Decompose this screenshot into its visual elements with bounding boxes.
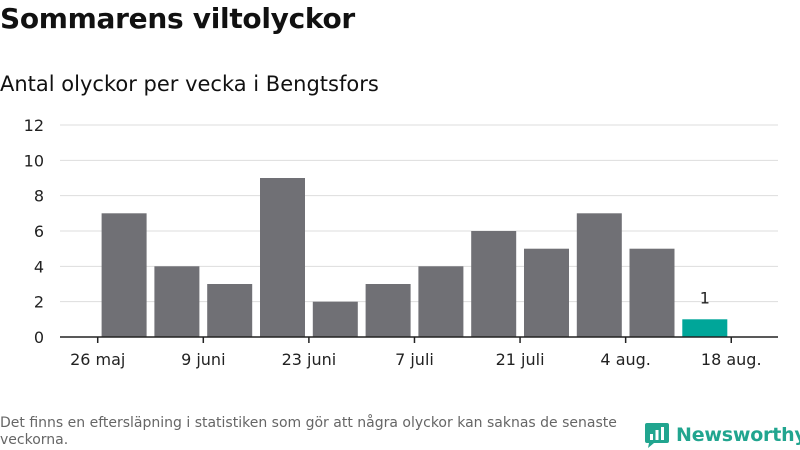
bar	[154, 266, 200, 337]
bar	[524, 248, 569, 337]
bars	[101, 178, 728, 337]
y-tick-label: 2	[34, 293, 44, 312]
y-tick-label: 6	[34, 222, 44, 241]
bar	[312, 301, 358, 337]
x-tick-label: 18 aug.	[701, 350, 762, 369]
y-tick-label: 10	[24, 151, 44, 170]
data-labels: 1	[700, 288, 710, 307]
x-tick-label: 9 juni	[181, 350, 225, 369]
bar-chart: 0 2 4 6 8 10 12 1 26 maj 9 juni 23 juni 7 juli 21 …	[24, 116, 778, 369]
x-tick-label: 26 maj	[70, 350, 125, 369]
chart-title: Sommarens viltolyckor	[0, 2, 355, 35]
footnote: Det finns en eftersläpning i statistiken…	[0, 415, 617, 448]
bar	[629, 248, 675, 337]
bar	[260, 178, 305, 337]
bar	[207, 284, 253, 337]
x-tick-label: 4 aug.	[600, 350, 650, 369]
brand-logo[interactable]: Newsworthy	[644, 420, 800, 450]
brand-name: Newsworthy	[676, 424, 800, 446]
data-label: 1	[700, 288, 710, 307]
y-tick-label: 12	[24, 116, 44, 135]
chart-subtitle: Antal olyckor per vecka i Bengtsfors	[0, 72, 379, 96]
x-tick-label: 23 juni	[282, 350, 337, 369]
newsworthy-logo-icon	[645, 423, 669, 448]
x-tick-label: 7 juli	[395, 350, 434, 369]
bar	[682, 319, 728, 337]
y-tick-label: 0	[34, 328, 44, 347]
bar	[471, 231, 517, 337]
bar	[365, 284, 411, 337]
bar	[418, 266, 464, 337]
y-tick-label: 4	[34, 257, 44, 276]
y-tick-label: 8	[34, 187, 44, 206]
y-axis-ticks: 0 2 4 6 8 10 12	[24, 116, 44, 347]
bar	[101, 213, 147, 337]
x-axis: 26 maj 9 juni 23 juni 7 juli 21 juli 4 aug. 18…	[60, 336, 778, 369]
x-tick-label: 21 juli	[496, 350, 545, 369]
bar	[576, 213, 622, 337]
